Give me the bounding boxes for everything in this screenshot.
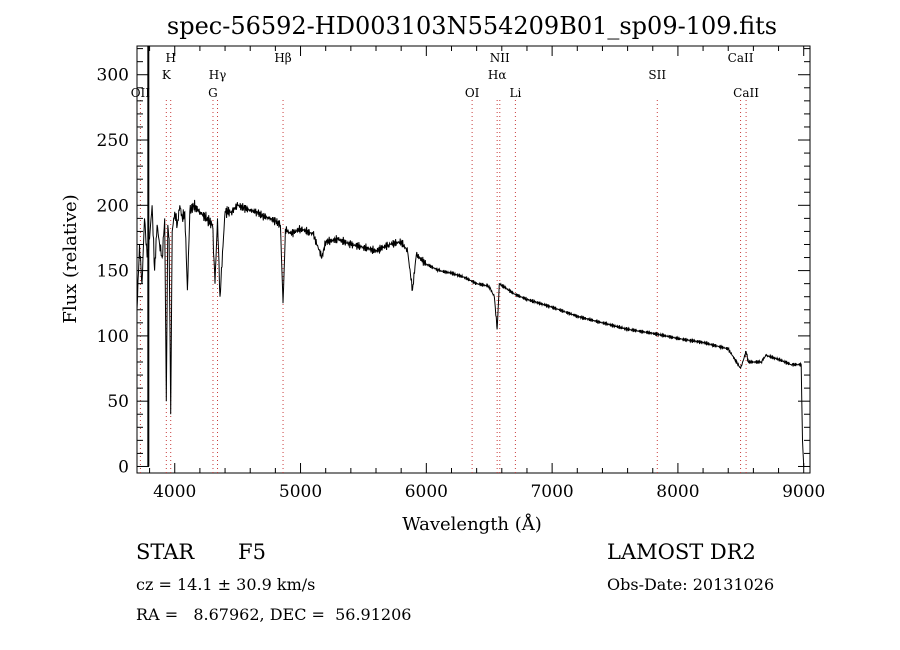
axis-ticks: 4000 5000 6000 7000 8000 9000 0 50 100 150 200 250 3… [97,46,825,502]
radec-readout: RA = 8.67962, DEC = 56.91206 [136,605,411,624]
line-label-4: G [208,86,218,100]
x-tick-label-2: 6000 [405,482,448,502]
line-label-7: Hα [488,68,507,82]
line-label-3: Hγ [209,68,227,82]
line-label-9: Li [509,86,521,100]
series-line [136,199,805,467]
line-label-5: Hβ [274,51,291,65]
y-tick-label-2: 100 [97,327,129,347]
y-tick-label-4: 200 [97,196,129,216]
x-tick-label-0: 4000 [153,482,196,502]
chart-title: spec-56592-HD003103N554209B01_sp09-109.f… [167,12,777,40]
x-tick-label-4: 8000 [656,482,699,502]
y-tick-label-3: 150 [97,262,129,282]
x-tick-label-1: 5000 [279,482,322,502]
line-label-6: NII [490,51,510,65]
x-tick-label-3: 7000 [530,482,573,502]
cz-readout: cz = 14.1 ± 30.9 km/s [136,575,315,594]
x-tick-label-5: 9000 [782,482,825,502]
plot-frame [136,45,811,474]
spectral-line-markers: OII HK Hγ G Hβ NII Hα OI Li SII CaII CaII [131,51,759,473]
y-tick-label-1: 50 [107,392,129,412]
survey-label: LAMOST DR2 [607,540,756,564]
y-tick-label-6: 300 [97,66,129,86]
line-label-2: K [162,68,172,82]
line-label-12: CaII [733,86,759,100]
line-label-11: CaII [728,51,754,65]
line-label-1: H [165,51,175,65]
y-tick-label-5: 250 [97,131,129,151]
line-label-0: OII [131,86,151,100]
class-label: STAR [136,540,195,564]
line-label-10: SII [648,68,666,82]
y-axis-label: Flux (relative) [60,194,81,323]
x-axis-label: Wavelength (Å) [402,513,542,535]
line-label-8: OI [465,86,480,100]
subclass-label: F5 [238,540,266,564]
obs-date: Obs-Date: 20131026 [607,575,774,594]
y-tick-label-0: 0 [118,457,129,477]
